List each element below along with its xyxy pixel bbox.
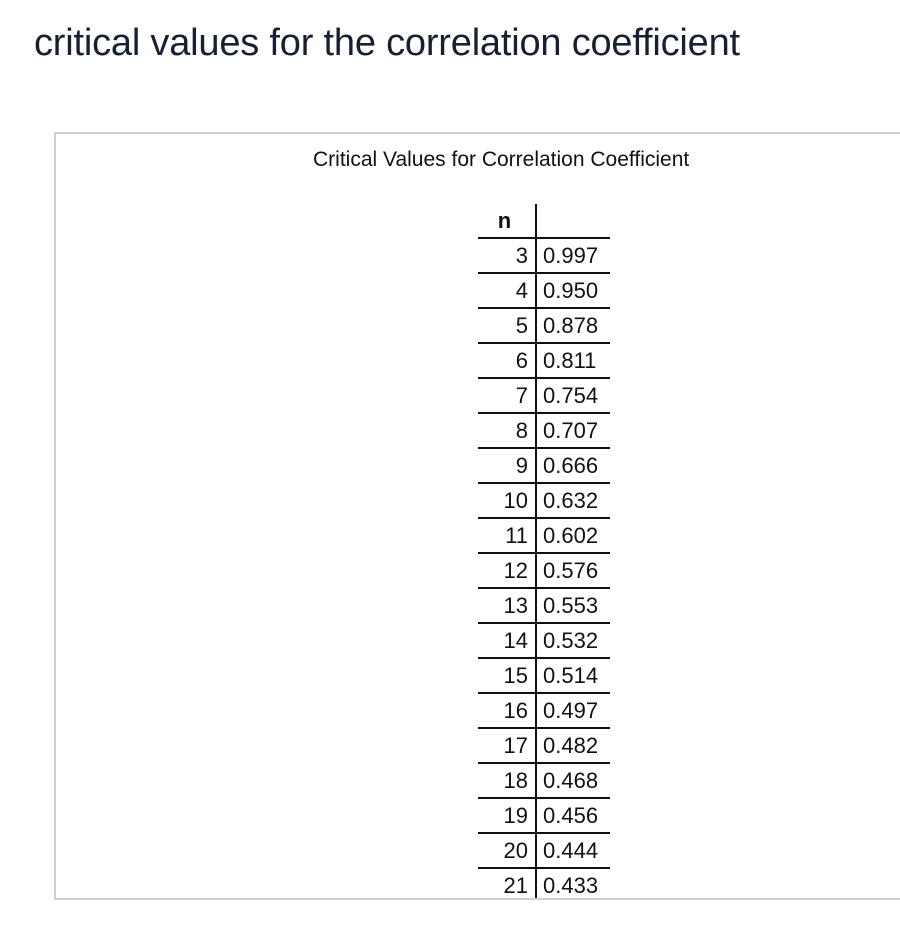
critical-value-cell: 0.950 — [536, 273, 610, 309]
critical-value-cell: 0.576 — [536, 553, 610, 589]
sample-size-cell: 5 — [478, 308, 537, 344]
column-header-value — [536, 204, 610, 239]
table-title: Critical Values for Correlation Coeffici… — [313, 148, 690, 171]
critical-value-cell: 0.602 — [536, 518, 610, 554]
critical-value-cell: 0.553 — [536, 588, 610, 624]
critical-value-cell: 0.532 — [536, 623, 610, 659]
table-row: 16 0.497 — [478, 693, 610, 729]
table-row: 8 0.707 — [478, 413, 610, 449]
sample-size-cell: 12 — [478, 553, 537, 589]
sample-size-cell: 16 — [478, 693, 537, 729]
table-row: 20 0.444 — [478, 833, 610, 869]
table-row: 6 0.811 — [478, 343, 610, 379]
sample-size-cell: 10 — [478, 483, 537, 519]
sample-size-cell: 8 — [478, 413, 537, 449]
table-row: 17 0.482 — [478, 728, 610, 764]
critical-value-cell: 0.482 — [536, 728, 610, 764]
sample-size-cell: 18 — [478, 763, 537, 799]
table-row: 5 0.878 — [478, 308, 610, 344]
critical-value-cell: 0.497 — [536, 693, 610, 729]
critical-value-cell: 0.997 — [536, 238, 610, 274]
table-row: 15 0.514 — [478, 658, 610, 694]
sample-size-cell: 6 — [478, 343, 537, 379]
sample-size-cell: 4 — [478, 273, 537, 309]
table-body: 3 0.997 4 0.950 5 0.878 6 0.811 7 0.754 8 0.707 9 0.6… — [478, 238, 610, 898]
sample-size-cell: 20 — [478, 833, 537, 869]
sample-size-cell: 14 — [478, 623, 537, 659]
sample-size-cell: 13 — [478, 588, 537, 624]
table-row: 11 0.602 — [478, 518, 610, 554]
sample-size-cell: 21 — [478, 868, 537, 898]
sample-size-cell: 17 — [478, 728, 537, 764]
table-row: 12 0.576 — [478, 553, 610, 589]
table-row: 19 0.456 — [478, 798, 610, 834]
critical-value-cell: 0.811 — [536, 343, 610, 379]
table-image-frame: Critical Values for Correlation Coeffici… — [54, 132, 900, 900]
table-row: 13 0.553 — [478, 588, 610, 624]
critical-value-cell: 0.666 — [536, 448, 610, 484]
sample-size-cell: 19 — [478, 798, 537, 834]
critical-value-cell: 0.456 — [536, 798, 610, 834]
critical-values-table: n 3 0.997 4 0.950 5 0.878 6 0.811 7 0.754 8 0.707 9 0… — [478, 204, 610, 898]
critical-value-cell: 0.632 — [536, 483, 610, 519]
table-row: 14 0.532 — [478, 623, 610, 659]
critical-value-cell: 0.468 — [536, 763, 610, 799]
table-row: 3 0.997 — [478, 238, 610, 274]
sample-size-cell: 15 — [478, 658, 537, 694]
critical-value-cell: 0.444 — [536, 833, 610, 869]
sample-size-cell: 9 — [478, 448, 537, 484]
table-row: 10 0.632 — [478, 483, 610, 519]
sample-size-cell: 11 — [478, 518, 537, 554]
page-heading: critical values for the correlation coef… — [34, 22, 740, 64]
sample-size-cell: 3 — [478, 238, 537, 274]
table-row: 21 0.433 — [478, 868, 610, 898]
table-row: 9 0.666 — [478, 448, 610, 484]
critical-value-cell: 0.878 — [536, 308, 610, 344]
table-row: 18 0.468 — [478, 763, 610, 799]
sample-size-cell: 7 — [478, 378, 537, 414]
table-row: 4 0.950 — [478, 273, 610, 309]
critical-value-cell: 0.433 — [536, 868, 610, 898]
critical-value-cell: 0.754 — [536, 378, 610, 414]
critical-value-cell: 0.514 — [536, 658, 610, 694]
critical-value-cell: 0.707 — [536, 413, 610, 449]
column-header-n: n — [478, 204, 537, 239]
table-row: 7 0.754 — [478, 378, 610, 414]
table-header-row: n — [478, 204, 610, 239]
